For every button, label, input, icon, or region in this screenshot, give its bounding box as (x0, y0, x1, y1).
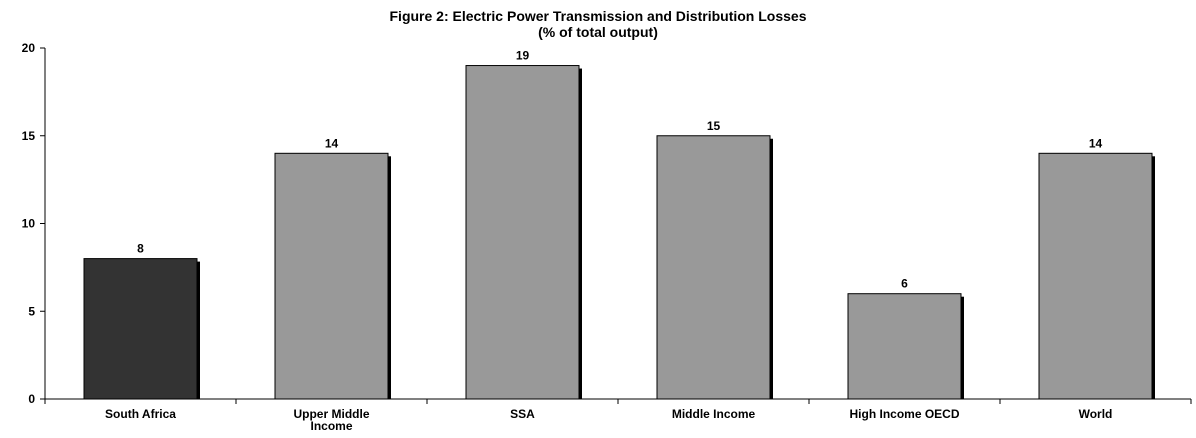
category-label: World (1079, 407, 1113, 421)
chart-title: Figure 2: Electric Power Transmission an… (390, 8, 807, 24)
bar (656, 135, 771, 400)
category-label: Income (310, 419, 352, 433)
y-tick-label: 5 (28, 304, 35, 318)
bars: 8 14 19 15 6 14 (83, 49, 1155, 400)
y-tick-label: 15 (22, 129, 36, 143)
data-label: 14 (325, 136, 339, 150)
y-tick-label: 0 (28, 392, 35, 406)
category-label: Upper Middle (293, 407, 369, 421)
category-label: South Africa (105, 407, 176, 421)
data-label: 14 (1089, 136, 1103, 150)
category-label: SSA (510, 407, 535, 421)
data-label: 19 (516, 49, 530, 63)
bar (465, 65, 580, 400)
y-tick-label: 10 (22, 217, 36, 231)
category-label: High Income OECD (849, 407, 959, 421)
data-label: 15 (707, 119, 721, 133)
y-axis: 0 5 10 15 20 (22, 41, 46, 406)
data-label: 6 (901, 277, 908, 291)
data-label: 8 (137, 242, 144, 256)
bar (847, 293, 962, 400)
bar (83, 258, 198, 400)
bar (274, 152, 389, 400)
category-label: Middle Income (672, 407, 756, 421)
bar (1038, 152, 1153, 400)
y-tick-label: 20 (22, 41, 36, 55)
chart-subtitle: (% of total output) (538, 24, 658, 40)
